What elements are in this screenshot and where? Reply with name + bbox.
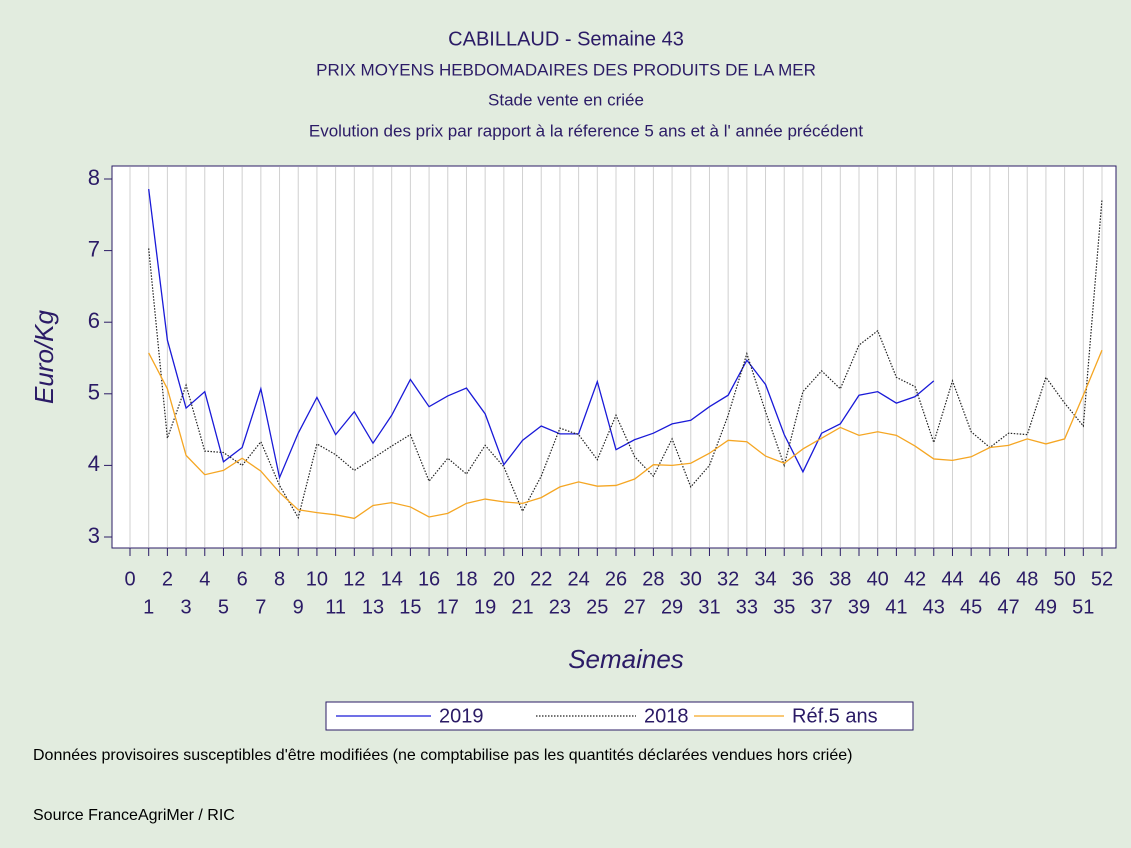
x-tick-label: 2: [162, 568, 173, 590]
x-axis-label: Semaines: [568, 644, 684, 674]
x-tick-label: 52: [1091, 568, 1113, 590]
x-tick-label: 37: [810, 596, 832, 618]
y-tick-label: 6: [88, 308, 100, 333]
x-tick-label: 43: [923, 596, 945, 618]
note: Données provisoires susceptibles d'être …: [33, 747, 853, 764]
x-tick-label: 29: [661, 596, 683, 618]
x-tick-label: 49: [1035, 596, 1057, 618]
x-tick-label: 17: [437, 596, 459, 618]
chart-subtitle: Stade vente en criée: [488, 90, 644, 109]
x-tick-label: 47: [997, 596, 1019, 618]
chart-subtitle: Evolution des prix par rapport à la réfe…: [309, 121, 863, 140]
legend-label: 2018: [644, 705, 689, 727]
x-tick-label: 39: [848, 596, 870, 618]
x-tick-label: 6: [237, 568, 248, 590]
chart-title: CABILLAUD - Semaine 43: [448, 28, 684, 50]
x-tick-label: 31: [698, 596, 720, 618]
x-tick-label: 26: [605, 568, 627, 590]
x-tick-label: 34: [754, 568, 776, 590]
x-tick-label: 3: [181, 596, 192, 618]
x-tick-label: 5: [218, 596, 229, 618]
chart-subtitle: PRIX MOYENS HEBDOMADAIRES DES PRODUITS D…: [316, 60, 816, 79]
x-tick-label: 12: [343, 568, 365, 590]
legend-label: Réf.5 ans: [792, 705, 878, 727]
x-tick-label: 20: [493, 568, 515, 590]
x-tick-label: 8: [274, 568, 285, 590]
x-tick-label: 1: [143, 596, 154, 618]
y-tick-label: 8: [88, 165, 100, 190]
x-tick-label: 36: [792, 568, 814, 590]
x-tick-label: 27: [624, 596, 646, 618]
y-tick-label: 5: [88, 380, 100, 405]
x-tick-label: 24: [567, 568, 589, 590]
x-tick-label: 15: [399, 596, 421, 618]
y-axis-label: Euro/Kg: [29, 309, 59, 403]
x-tick-label: 32: [717, 568, 739, 590]
x-tick-label: 42: [904, 568, 926, 590]
y-tick-label: 7: [88, 236, 100, 261]
x-tick-label: 41: [885, 596, 907, 618]
x-tick-label: 10: [306, 568, 328, 590]
x-tick-label: 21: [511, 596, 533, 618]
x-tick-label: 11: [325, 596, 346, 618]
x-tick-label: 7: [255, 596, 266, 618]
x-tick-label: 33: [736, 596, 758, 618]
x-tick-label: 16: [418, 568, 440, 590]
x-tick-label: 51: [1072, 596, 1094, 618]
x-tick-label: 22: [530, 568, 552, 590]
x-tick-label: 44: [941, 568, 963, 590]
y-tick-label: 3: [88, 523, 100, 548]
source: Source FranceAgriMer / RIC: [33, 807, 235, 824]
series-line: [148, 188, 935, 480]
x-tick-label: 46: [979, 568, 1001, 590]
x-tick-label: 38: [829, 568, 851, 590]
legend-label: 2019: [439, 705, 484, 727]
x-tick-label: 4: [199, 568, 210, 590]
x-tick-label: 50: [1053, 568, 1075, 590]
x-tick-label: 25: [586, 596, 608, 618]
x-tick-label: 14: [381, 568, 403, 590]
x-tick-label: 18: [455, 568, 477, 590]
series-line: [148, 198, 1103, 520]
series-line: [148, 349, 1103, 520]
plot-area: [111, 165, 1117, 549]
x-tick-label: 23: [549, 596, 571, 618]
x-tick-label: 19: [474, 596, 496, 618]
x-tick-label: 45: [960, 596, 982, 618]
x-tick-label: 13: [362, 596, 384, 618]
x-tick-label: 35: [773, 596, 795, 618]
x-tick-label: 30: [680, 568, 702, 590]
x-tick-label: 40: [867, 568, 889, 590]
x-tick-label: 0: [124, 568, 135, 590]
x-tick-label: 48: [1016, 568, 1038, 590]
x-tick-label: 28: [642, 568, 664, 590]
y-tick-label: 4: [88, 451, 100, 476]
x-tick-label: 9: [293, 596, 304, 618]
